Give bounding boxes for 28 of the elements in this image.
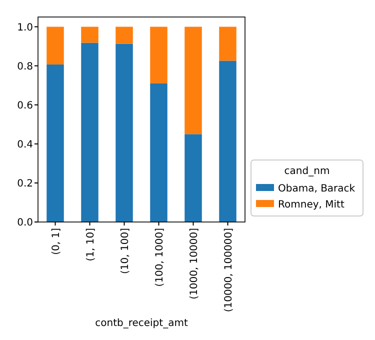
legend-label: Romney, Mitt (278, 200, 344, 210)
y-tick-label: 0.4 (17, 139, 33, 150)
bar (81, 26, 98, 43)
bar (81, 42, 98, 222)
x-tick-label: (10, 100] (120, 228, 131, 274)
bar (184, 26, 202, 134)
bar (46, 64, 64, 222)
y-tick-label: 1.0 (17, 22, 33, 34)
y-tick-label: 0.0 (17, 218, 33, 228)
x-tick-label: (100, 1000] (154, 228, 166, 287)
legend-label: Obama, Barack (278, 184, 356, 194)
bar (46, 26, 64, 64)
legend-title: cand_nm (284, 166, 330, 177)
bar (219, 60, 236, 222)
bar (219, 26, 236, 61)
x-tick-label: (0, 1] (50, 228, 62, 255)
x-tick-label: (1, 10] (85, 228, 96, 262)
x-tick-label: (1000, 10000] (188, 228, 200, 300)
y-tick-label: 0.6 (17, 100, 33, 112)
y-tick-label: 0.2 (17, 178, 33, 190)
bar (116, 44, 133, 222)
bar (116, 26, 133, 44)
bar (150, 83, 168, 222)
bar (150, 26, 168, 84)
x-tick-label: (10000, 100000] (223, 228, 234, 312)
x-axis-title: contb_receipt_amt (95, 318, 188, 329)
y-tick-label: 0.8 (17, 61, 33, 72)
bar (184, 134, 202, 222)
